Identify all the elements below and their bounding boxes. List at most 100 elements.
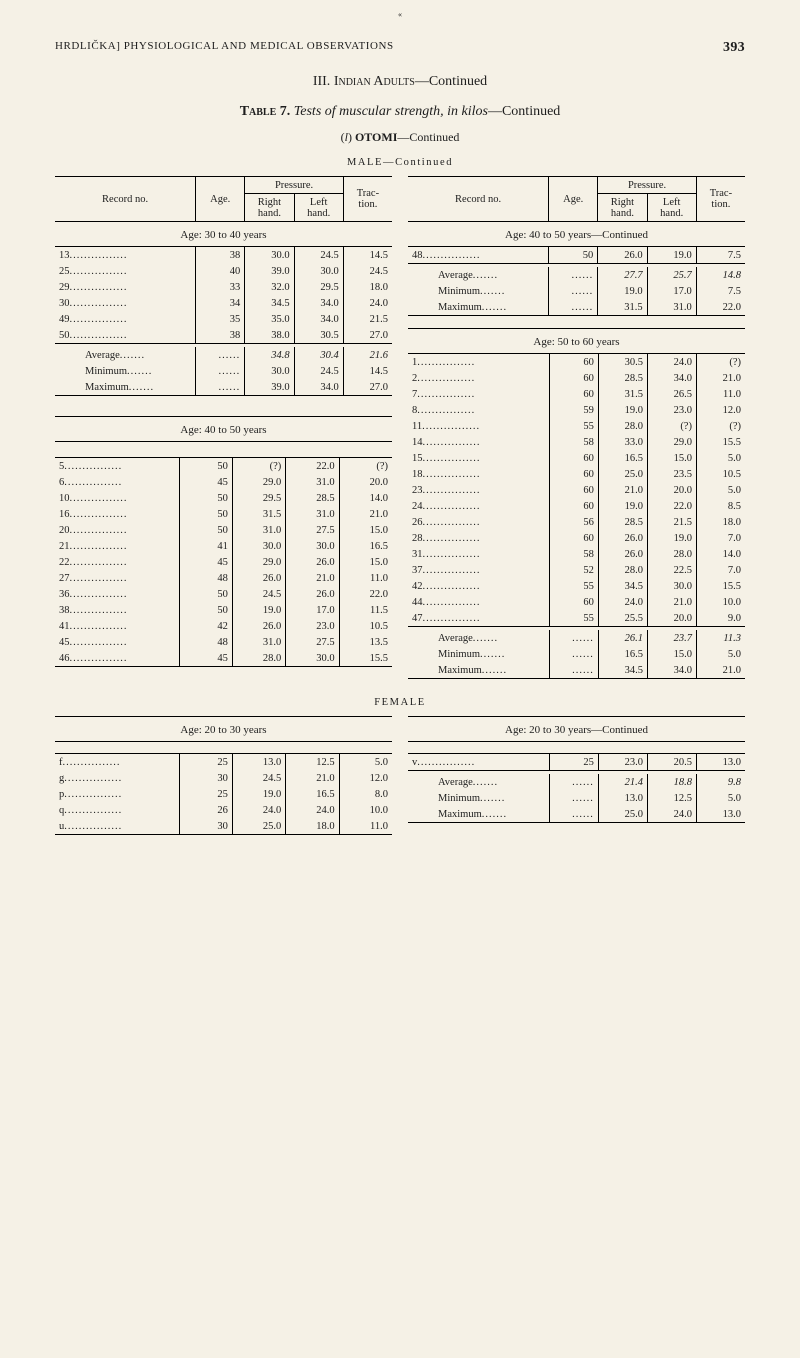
cell-age: 50: [179, 506, 232, 522]
cell-record: 45................: [55, 634, 179, 650]
cell-age: 45: [179, 650, 232, 667]
cell-age: 60: [549, 498, 598, 514]
cell-traction: 24.0: [343, 295, 392, 311]
cell-right-hand: 26.0: [598, 247, 647, 264]
cell-right-hand: 28.0: [598, 562, 647, 578]
table-row: q................2624.024.010.0: [55, 802, 392, 818]
female-grid: Age: 20 to 30 years f................251…: [55, 716, 745, 835]
cell-traction: 10.0: [339, 802, 392, 818]
summary-lh: 31.0: [647, 299, 696, 316]
table-row: p................2519.016.58.0: [55, 786, 392, 802]
cell-traction: 11.0: [339, 570, 392, 586]
cell-left-hand: 23.0: [286, 618, 339, 634]
summary-row: Minimum.............19.017.07.5: [408, 283, 745, 299]
cell-record: 42................: [408, 578, 549, 594]
table-row: 50................3838.030.527.0: [55, 327, 392, 344]
table-row: 30................3434.534.024.0: [55, 295, 392, 311]
cell-record: 11................: [408, 418, 549, 434]
cell-age: 56: [549, 514, 598, 530]
table-row: 15................6016.515.05.0: [408, 450, 745, 466]
cell-record: 13................: [55, 247, 196, 264]
female-right: Age: 20 to 30 years—Continued v.........…: [408, 716, 745, 835]
cell-age: 50: [179, 586, 232, 602]
cell-right-hand: 33.0: [598, 434, 647, 450]
table-row: 38................5019.017.011.5: [55, 602, 392, 618]
col-age: Age.: [549, 177, 598, 222]
cell-right-hand: 19.0: [598, 498, 647, 514]
cell-right-hand: 31.5: [598, 386, 647, 402]
left-column: Record no. Age. Pressure. Trac-tion. Rig…: [55, 176, 392, 679]
cell-traction: 27.0: [343, 327, 392, 344]
cell-record: 38................: [55, 602, 179, 618]
cell-record: 44................: [408, 594, 549, 610]
cell-traction: 22.0: [339, 586, 392, 602]
summary-lh: 24.0: [647, 806, 696, 823]
summary-tr: 14.5: [343, 363, 392, 379]
cell-age: 48: [179, 570, 232, 586]
cell-right-hand: 19.0: [232, 786, 285, 802]
cell-left-hand: 20.0: [647, 610, 696, 627]
cell-age: 42: [179, 618, 232, 634]
cell-right-hand: 26.0: [232, 570, 285, 586]
cell-left-hand: 34.0: [294, 295, 343, 311]
table-row: v................2523.020.513.0: [408, 754, 745, 771]
cell-right-hand: 31.0: [232, 522, 285, 538]
cell-traction: 14.5: [343, 247, 392, 264]
cell-left-hand: 27.5: [286, 634, 339, 650]
table-row: 22................4529.026.015.0: [55, 554, 392, 570]
accent-mark: «: [398, 10, 402, 19]
cell-traction: 18.0: [343, 279, 392, 295]
summary-lh: 34.0: [647, 662, 696, 679]
page: « HRDLIČKA] PHYSIOLOGICAL AND MEDICAL OB…: [0, 0, 800, 1358]
cell-right-hand: 13.0: [232, 754, 285, 771]
cell-right-hand: 38.0: [245, 327, 294, 344]
summary-label: Maximum.......: [408, 299, 549, 316]
cell-left-hand: 34.0: [294, 311, 343, 327]
cell-right-hand: 26.0: [598, 546, 647, 562]
cell-right-hand: 25.0: [232, 818, 285, 835]
cell-age: 60: [549, 466, 598, 482]
cell-traction: 10.0: [696, 594, 745, 610]
cell-age: 55: [549, 578, 598, 594]
cell-age: 35: [196, 311, 245, 327]
cell-right-hand: 29.0: [232, 554, 285, 570]
cell-record: v................: [408, 754, 549, 771]
cell-right-hand: 35.0: [245, 311, 294, 327]
cell-left-hand: 19.0: [647, 530, 696, 546]
cell-left-hand: 24.0: [647, 354, 696, 371]
table-row: 1................6030.524.0(?): [408, 354, 745, 371]
table-row: 21................4130.030.016.5: [55, 538, 392, 554]
cell-left-hand: 28.5: [286, 490, 339, 506]
table-row: 18................6025.023.510.5: [408, 466, 745, 482]
cell-age: 52: [549, 562, 598, 578]
table-row: 25................4039.030.024.5: [55, 263, 392, 279]
cell-traction: (?): [339, 458, 392, 475]
summary-rh: 26.1: [598, 630, 647, 646]
table-title: Table 7. Tests of muscular strength, in …: [55, 104, 745, 120]
table-40-50-a: Age: 40 to 50 years 5................50(…: [55, 416, 392, 667]
female-left: Age: 20 to 30 years f................251…: [55, 716, 392, 835]
table-row: 13................3830.024.514.5: [55, 247, 392, 264]
cell-traction: 13.5: [339, 634, 392, 650]
cell-record: f................: [55, 754, 179, 771]
summary-age: ......: [549, 283, 598, 299]
cell-record: 24................: [408, 498, 549, 514]
cell-traction: 20.0: [339, 474, 392, 490]
male-grid: Record no. Age. Pressure. Trac-tion. Rig…: [55, 176, 745, 679]
cell-right-hand: 28.5: [598, 370, 647, 386]
cell-record: 30................: [55, 295, 196, 311]
summary-lh: 17.0: [647, 283, 696, 299]
summary-row: Maximum.............25.024.013.0: [408, 806, 745, 823]
cell-left-hand: 24.5: [294, 247, 343, 264]
cell-record: 1................: [408, 354, 549, 371]
table-row: 8................5919.023.012.0: [408, 402, 745, 418]
table-row: 44................6024.021.010.0: [408, 594, 745, 610]
cell-left-hand: 30.0: [294, 263, 343, 279]
cell-record: 36................: [55, 586, 179, 602]
cell-left-hand: (?): [647, 418, 696, 434]
summary-label: Minimum.......: [408, 790, 549, 806]
cell-age: 41: [179, 538, 232, 554]
cell-age: 25: [549, 754, 598, 771]
cell-age: 33: [196, 279, 245, 295]
cell-left-hand: 29.5: [294, 279, 343, 295]
